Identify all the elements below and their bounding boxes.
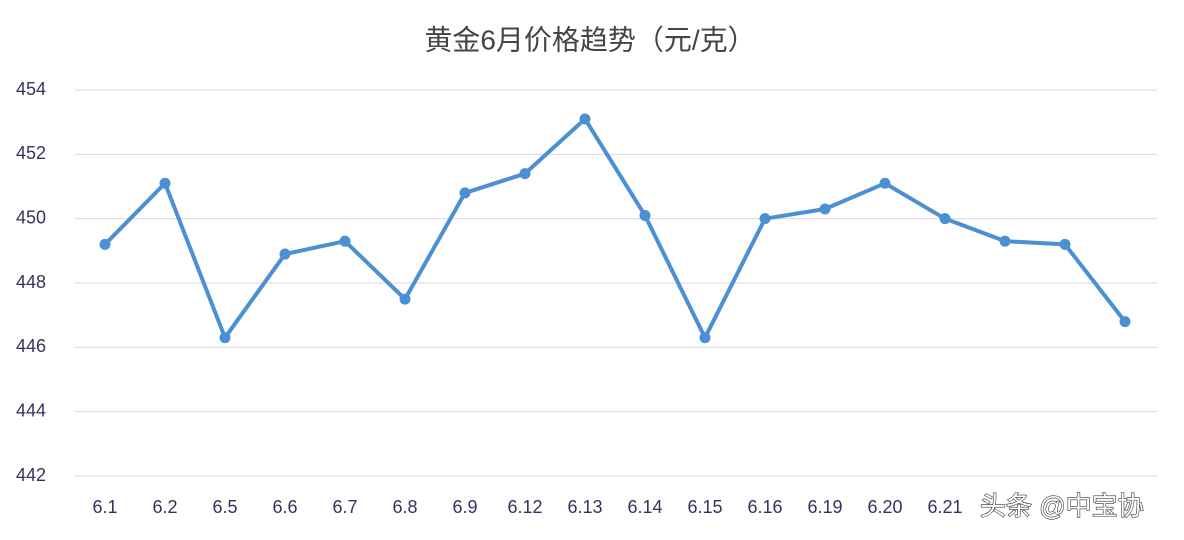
y-tick-label: 446: [16, 336, 46, 356]
x-tick-label: 6.2: [152, 497, 177, 517]
x-tick-label: 6.21: [927, 497, 962, 517]
y-tick-label: 450: [16, 207, 46, 227]
data-point: [339, 235, 351, 247]
series-line: [103, 116, 1127, 340]
data-point: [579, 113, 591, 125]
x-tick-label: 6.5: [212, 497, 237, 517]
x-tick-label: 6.20: [867, 497, 902, 517]
y-tick-label: 444: [16, 400, 46, 420]
x-tick-label: 6.8: [392, 497, 417, 517]
data-point: [1059, 238, 1071, 250]
x-tick-label: 6.7: [332, 497, 357, 517]
data-point: [159, 177, 171, 189]
y-tick-label: 442: [16, 465, 46, 485]
chart-title: 黄金6月价格趋势（元/克）: [424, 24, 755, 55]
x-tick-label: 6.6: [272, 497, 297, 517]
data-point: [639, 209, 651, 221]
data-point: [399, 293, 411, 305]
data-point: [939, 213, 951, 225]
x-tick-label: 6.13: [567, 497, 602, 517]
y-tick-label: 454: [16, 79, 46, 99]
data-point: [759, 213, 771, 225]
data-point: [99, 238, 111, 250]
watermark: 头条 @中宝协: [980, 491, 1144, 521]
data-point: [999, 235, 1011, 247]
x-tick-label: 6.1: [92, 497, 117, 517]
data-point: [279, 248, 291, 260]
x-tick-label: 6.14: [627, 497, 662, 517]
data-point: [1119, 316, 1131, 328]
x-tick-label: 6.9: [452, 497, 477, 517]
data-point: [699, 332, 711, 344]
x-tick-label: 6.12: [507, 497, 542, 517]
data-point: [879, 177, 891, 189]
x-tick-label: 6.15: [687, 497, 722, 517]
y-tick-label: 452: [16, 143, 46, 163]
data-point: [459, 187, 471, 199]
y-tick-label: 448: [16, 272, 46, 292]
x-tick-label: 6.19: [807, 497, 842, 517]
x-tick-label: 6.16: [747, 497, 782, 517]
data-point: [819, 203, 831, 215]
data-point: [219, 332, 231, 344]
data-point: [519, 168, 531, 180]
